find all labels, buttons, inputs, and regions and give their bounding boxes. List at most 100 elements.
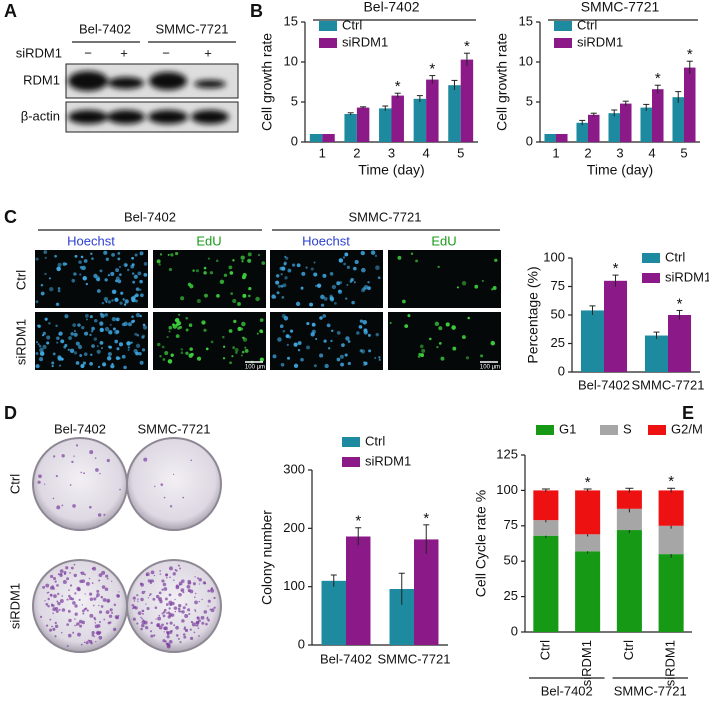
panel-letter: E bbox=[682, 403, 694, 423]
colony bbox=[80, 571, 85, 576]
cell bbox=[123, 365, 127, 370]
cell bbox=[64, 343, 68, 347]
cell bbox=[126, 341, 131, 346]
colony bbox=[39, 615, 43, 619]
colony bbox=[73, 563, 76, 566]
colony bbox=[57, 601, 61, 606]
cell bbox=[138, 352, 142, 356]
cell bbox=[40, 291, 45, 296]
bar bbox=[413, 98, 427, 142]
cell bbox=[119, 301, 123, 305]
colony bbox=[45, 624, 49, 627]
sign: + bbox=[120, 45, 128, 60]
cell bbox=[116, 347, 120, 351]
cell bbox=[134, 332, 138, 336]
colony bbox=[182, 606, 186, 610]
colony bbox=[181, 579, 185, 583]
cell bbox=[139, 360, 144, 365]
cell bbox=[287, 268, 292, 273]
cell bbox=[209, 271, 214, 275]
colony bbox=[119, 488, 121, 491]
cell bbox=[322, 273, 327, 278]
colony bbox=[56, 600, 59, 603]
colony bbox=[100, 605, 104, 608]
cell bbox=[115, 276, 120, 281]
cell bbox=[319, 353, 324, 358]
colony bbox=[55, 474, 58, 478]
row-label: siRDM1 bbox=[13, 319, 28, 365]
colony bbox=[163, 631, 165, 633]
cell bbox=[131, 315, 134, 319]
colony bbox=[52, 576, 57, 581]
colony bbox=[136, 622, 139, 625]
bar bbox=[576, 122, 588, 142]
colony bbox=[57, 573, 60, 576]
y-tick-label: 100 bbox=[496, 482, 518, 497]
cell bbox=[35, 364, 40, 369]
cell bbox=[300, 286, 304, 290]
cell bbox=[242, 336, 245, 339]
colony bbox=[98, 604, 100, 607]
cell bbox=[96, 349, 101, 354]
cell bbox=[82, 361, 86, 365]
cell bbox=[85, 282, 89, 286]
cell bbox=[247, 252, 252, 257]
colony bbox=[177, 607, 181, 611]
cell bbox=[315, 284, 318, 287]
y-tick-label: 5 bbox=[291, 93, 298, 108]
cell bbox=[38, 344, 42, 348]
cell bbox=[90, 330, 94, 333]
legend-label: Ctrl bbox=[665, 249, 685, 264]
colony bbox=[45, 602, 49, 606]
cell bbox=[323, 296, 328, 301]
colony bbox=[168, 593, 172, 597]
colony bbox=[175, 585, 180, 590]
colony bbox=[50, 594, 53, 596]
cell bbox=[203, 266, 207, 270]
colony bbox=[85, 641, 89, 645]
colony bbox=[69, 484, 72, 486]
cell bbox=[192, 269, 195, 272]
colony bbox=[81, 604, 84, 606]
cell bbox=[271, 294, 276, 299]
cell bbox=[419, 344, 424, 349]
colony bbox=[92, 604, 95, 607]
cell bbox=[67, 348, 70, 351]
colony bbox=[91, 633, 95, 637]
colony bbox=[140, 597, 144, 602]
colony bbox=[101, 585, 106, 589]
panel-letter: C bbox=[4, 207, 17, 227]
cell bbox=[35, 352, 39, 356]
cell bbox=[99, 327, 104, 333]
cell bbox=[168, 325, 173, 330]
cell bbox=[282, 283, 287, 288]
colony bbox=[97, 513, 102, 517]
significance-mark: * bbox=[355, 513, 361, 530]
y-tick-label: 0 bbox=[558, 363, 565, 378]
colony bbox=[165, 622, 169, 625]
cell bbox=[93, 273, 98, 279]
colony bbox=[166, 644, 171, 649]
y-tick-label: 25 bbox=[504, 588, 518, 603]
colony bbox=[54, 635, 57, 638]
cell bbox=[132, 280, 136, 284]
colony bbox=[94, 622, 97, 624]
cell bbox=[73, 332, 78, 337]
cell bbox=[494, 258, 498, 262]
cell bbox=[108, 330, 113, 335]
colony bbox=[74, 592, 77, 595]
cell bbox=[313, 272, 318, 277]
cell bbox=[37, 324, 41, 328]
cell bbox=[35, 341, 39, 344]
colony bbox=[155, 594, 160, 599]
cell bbox=[222, 357, 226, 360]
colony bbox=[70, 566, 74, 570]
cell bbox=[205, 347, 209, 351]
colony bbox=[198, 619, 201, 623]
cell bbox=[43, 250, 48, 254]
cell bbox=[51, 361, 55, 365]
bar bbox=[652, 89, 664, 142]
cell bbox=[57, 355, 62, 360]
cell bbox=[339, 281, 343, 285]
micrographs bbox=[35, 250, 501, 370]
